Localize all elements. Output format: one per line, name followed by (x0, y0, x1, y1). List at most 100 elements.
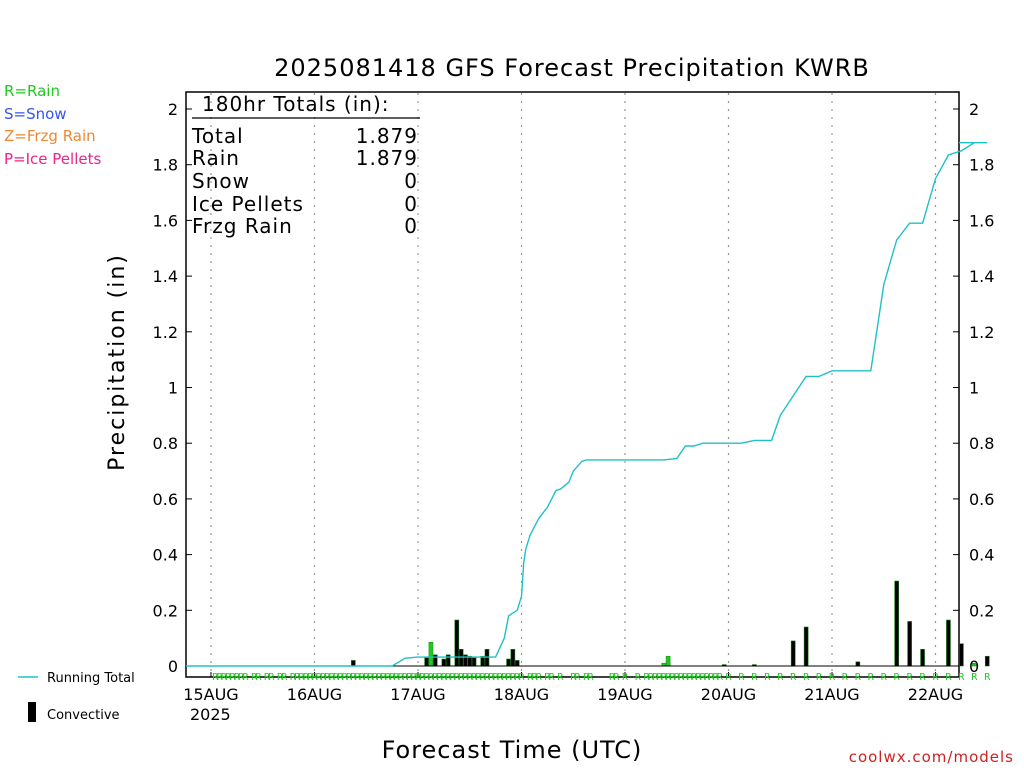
precip-bar (471, 657, 477, 667)
precip-type-marker: R (803, 672, 810, 683)
precip-type-marker: R (238, 672, 245, 683)
precip-bar (984, 655, 990, 667)
precip-type-marker: R (359, 672, 366, 683)
precip-type-marker: R (441, 672, 448, 683)
precip-bar (441, 658, 447, 667)
precip-bar (803, 626, 809, 667)
precip-bar (920, 648, 925, 667)
precip-type-marker: R (881, 672, 888, 683)
precip-type-marker: R (868, 672, 875, 683)
precip-bar (428, 642, 434, 667)
totals-box: 180hr Totals (in): Total 1.879 Rain 1.87… (191, 92, 420, 238)
precip-bar (454, 619, 460, 667)
totals-label-frzg-rain: Frzg Rain (192, 214, 293, 238)
precip-bar (894, 580, 899, 667)
precip-type-marker: R (777, 672, 784, 683)
precip-bar (424, 657, 429, 667)
totals-label-rain: Rain (192, 146, 240, 170)
totals-value-rain: 1.879 (356, 146, 418, 170)
precip-type-marker: R (411, 672, 418, 683)
precip-type-marker: R (932, 672, 939, 683)
precip-type-marker: R (510, 672, 517, 683)
x-tick-label: 19AUG (597, 685, 652, 704)
precip-type-marker: R (725, 672, 732, 683)
running-total-line (186, 142, 988, 667)
totals-label-snow: Snow (192, 169, 250, 193)
precip-type-marker: R (329, 672, 336, 683)
precip-type-marker: R (290, 672, 297, 683)
totals-value-frzg-rain: 0 (404, 214, 418, 238)
precip-type-marker: R (738, 672, 745, 683)
precip-type-marker: R (268, 672, 275, 683)
precip-type-marker: R (501, 672, 508, 683)
precip-type-marker: R (217, 672, 224, 683)
x-tick-label: 17AUG (390, 685, 445, 704)
precip-type-marker: R (316, 672, 323, 683)
precip-type-marker: R (342, 672, 349, 683)
legend-rain: R=Rain (4, 82, 60, 100)
precip-type-marker: R (682, 672, 689, 683)
precip-type-marker: R (372, 672, 379, 683)
x-tick-label: 21AUG (804, 685, 859, 704)
precip-type-marker: R (445, 672, 452, 683)
precip-type-marker: R (251, 672, 258, 683)
y-tick-label-right: 1.2 (969, 323, 994, 342)
precip-bar (907, 621, 912, 667)
precip-type-marker: R (570, 672, 577, 683)
precip-type-marker: R (544, 672, 551, 683)
precip-type-marker: R (549, 672, 556, 683)
precip-type-marker: R (557, 672, 564, 683)
grid-lines (210, 93, 937, 676)
totals-value-snow: 0 (404, 169, 418, 193)
precip-type-marker: R (984, 672, 991, 683)
precip-type-marker: R (713, 672, 720, 683)
precip-type-marker: R (583, 672, 590, 683)
y-tick-label-left: 1.4 (153, 267, 178, 286)
precip-type-marker: R (497, 672, 504, 683)
precip-bar (972, 662, 977, 667)
y-tick-label-right: 1.8 (969, 156, 994, 175)
precip-type-marker: R (475, 672, 482, 683)
precip-type-marker: R (751, 672, 758, 683)
precip-type-marker: R (415, 672, 422, 683)
precip-type-marker: R (958, 672, 965, 683)
y-tick-label-right: 0.4 (969, 546, 994, 565)
precip-type-marker: R (920, 672, 927, 683)
precip-type-marker: R (488, 672, 495, 683)
precip-type-marker: R (764, 672, 771, 683)
precip-type-marker: R (303, 672, 310, 683)
precip-type-marker: R (337, 672, 344, 683)
precip-bar (665, 655, 671, 667)
precip-type-marker: R (907, 672, 914, 683)
y-tick-label-right: 2 (969, 100, 979, 119)
totals-header: 180hr Totals (in): (202, 92, 390, 116)
precip-type-marker: R (855, 672, 862, 683)
precip-type-marker: R (350, 672, 357, 683)
precip-type-marker: R (307, 672, 314, 683)
precip-type-marker: R (221, 672, 228, 683)
y-tick-label-left: 0.8 (153, 434, 178, 453)
totals-label-total: Total (191, 124, 244, 148)
precip-type-legend: R=Rain S=Snow Z=Frzg Rain P=Ice Pellets (4, 82, 101, 168)
precip-type-marker: R (669, 672, 676, 683)
legend-convective-swatch (28, 702, 36, 722)
precip-type-marker: R (665, 672, 672, 683)
precip-bar (790, 640, 796, 667)
precip-type-marker: R (462, 672, 469, 683)
precip-type-marker: R (299, 672, 306, 683)
y-tick-label-right: 0.8 (969, 434, 994, 453)
precip-type-marker: R (613, 672, 620, 683)
precip-bar (510, 648, 516, 667)
precip-type-marker: R (635, 672, 642, 683)
y-tick-label-left: 2 (168, 100, 178, 119)
precip-type-marker: R (281, 672, 288, 683)
precip-type-marker: R (419, 672, 426, 683)
branding-link[interactable]: coolwx.com/models (849, 748, 1014, 766)
precip-type-marker: R (536, 672, 543, 683)
precip-type-marker: R (230, 672, 237, 683)
precip-type-marker: R (355, 672, 362, 683)
precip-type-marker: R (393, 672, 400, 683)
precip-type-marker: R (790, 672, 797, 683)
precip-type-marker: R (717, 672, 724, 683)
